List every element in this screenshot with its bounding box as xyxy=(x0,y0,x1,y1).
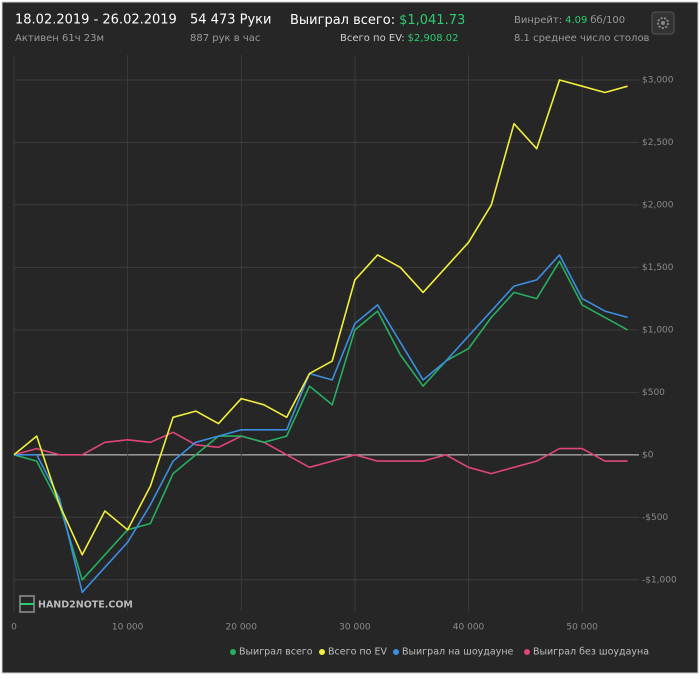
hands-per-hour: 887 рук в час xyxy=(190,33,260,44)
y-tick-label: -$500 xyxy=(642,513,668,523)
x-tick-label: 10 000 xyxy=(112,623,144,633)
winrate-label: Винрейт: xyxy=(514,15,562,26)
legend-label: Выиграл всего xyxy=(239,647,313,658)
avg-tables: 8.1 среднее число столов xyxy=(514,33,650,44)
won-total-value: $1,041.73 xyxy=(399,13,465,28)
series-line xyxy=(14,254,628,594)
watermark-logo xyxy=(19,595,35,613)
ev-total-label: Всего по EV: xyxy=(340,33,405,44)
x-tick-label: 0 xyxy=(11,623,17,633)
y-tick-label: $2,500 xyxy=(642,138,674,148)
ev-total-value: $2,908.02 xyxy=(408,33,459,44)
active-time: Активен 61ч 23м xyxy=(15,33,104,44)
y-tick-label: $1,500 xyxy=(642,263,674,273)
series-line xyxy=(13,79,628,556)
y-tick-label: $2,000 xyxy=(642,200,674,210)
legend-marker xyxy=(319,649,325,655)
winrate: Винрейт: 4.09 бб/100 xyxy=(514,15,625,26)
series-line xyxy=(13,431,628,475)
x-tick-label: 20 000 xyxy=(226,623,258,633)
x-tick-label: 40 000 xyxy=(453,623,485,633)
series-line xyxy=(13,260,628,581)
ev-total: Всего по EV: $2,908.02 xyxy=(340,33,459,44)
date-range: 18.02.2019 - 26.02.2019 xyxy=(15,13,177,28)
y-tick-label: $1,000 xyxy=(642,325,674,335)
legend-marker xyxy=(230,649,236,655)
x-tick-label: 30 000 xyxy=(339,623,371,633)
settings-button[interactable] xyxy=(651,11,675,35)
legend-label: Всего по EV xyxy=(328,647,387,658)
legend-label: Выиграл без шоудауна xyxy=(533,647,649,658)
legend-marker xyxy=(393,649,399,655)
y-tick-label: -$1,000 xyxy=(642,575,677,585)
legend-marker xyxy=(524,649,530,655)
x-tick-label: 50 000 xyxy=(566,623,598,633)
watermark: HAND2NOTE.COM xyxy=(38,600,133,611)
winrate-value: 4.09 xyxy=(565,15,587,26)
winrate-unit: бб/100 xyxy=(590,15,625,26)
legend-label: Выиграл на шоудауне xyxy=(402,647,514,658)
hands: 54 473 Руки xyxy=(190,13,271,28)
y-tick-label: $3,000 xyxy=(642,75,674,85)
y-tick-label: $500 xyxy=(642,388,665,398)
y-tick-label: $0 xyxy=(642,450,654,460)
won-total: Выиграл всего: $1,041.73 xyxy=(290,13,465,28)
won-total-label: Выиграл всего: xyxy=(290,13,395,28)
